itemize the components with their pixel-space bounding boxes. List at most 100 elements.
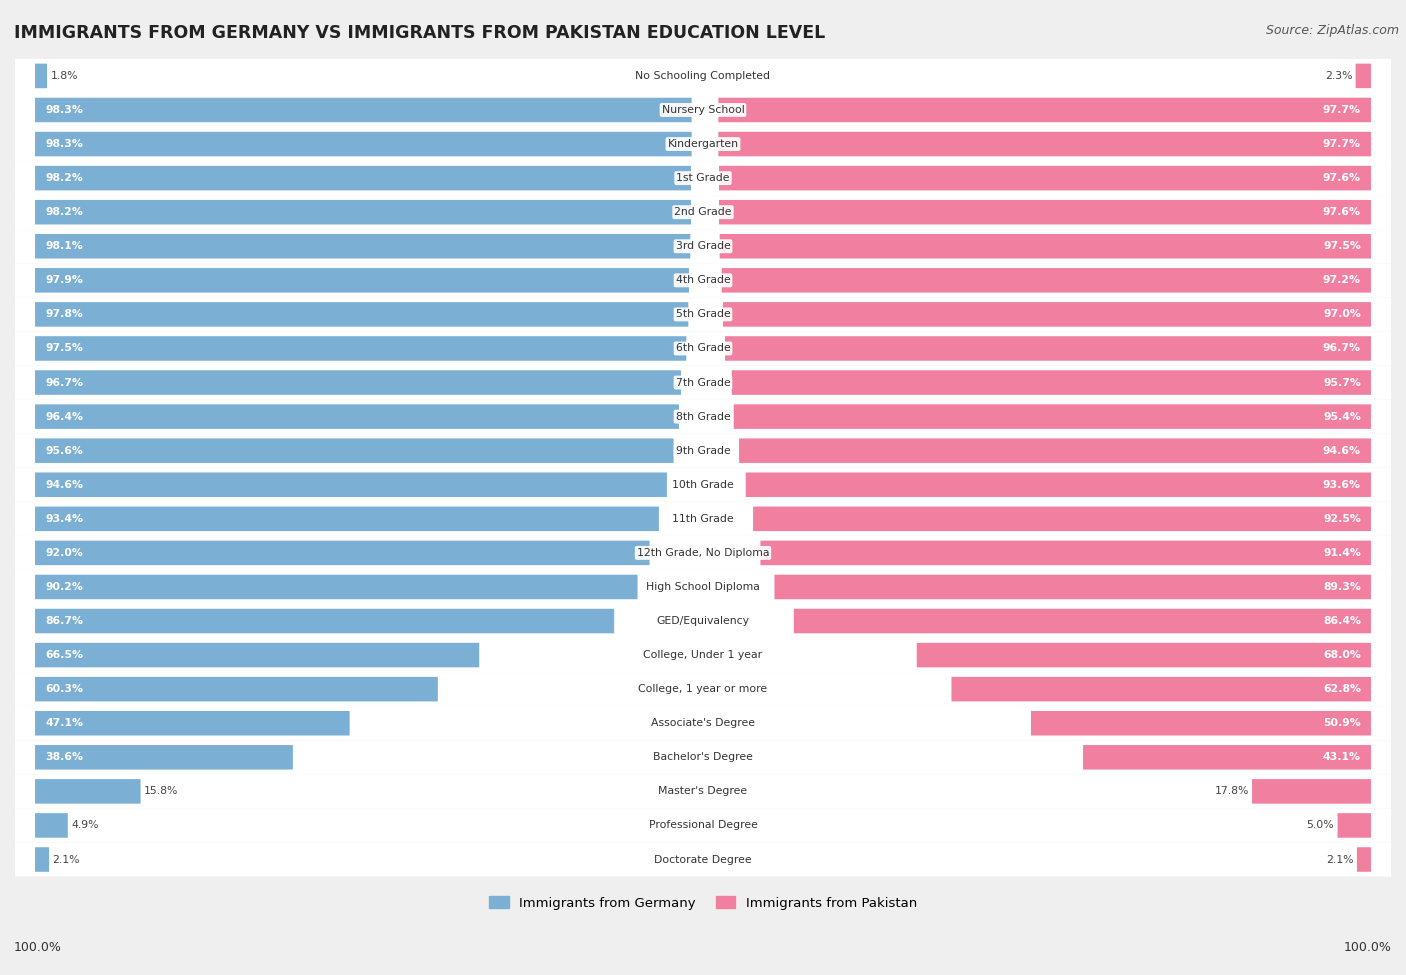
Text: 66.5%: 66.5% (45, 650, 83, 660)
Text: 100.0%: 100.0% (1344, 941, 1392, 954)
Text: 96.7%: 96.7% (45, 377, 83, 387)
FancyBboxPatch shape (15, 195, 1391, 229)
Text: 60.3%: 60.3% (45, 684, 83, 694)
FancyBboxPatch shape (723, 302, 1371, 327)
FancyBboxPatch shape (15, 93, 1391, 127)
Text: 95.4%: 95.4% (1323, 411, 1361, 421)
Text: 97.5%: 97.5% (1323, 241, 1361, 252)
FancyBboxPatch shape (35, 847, 49, 872)
Text: 95.7%: 95.7% (1323, 377, 1361, 387)
FancyBboxPatch shape (15, 638, 1391, 672)
Text: 3rd Grade: 3rd Grade (675, 241, 731, 252)
Text: 97.8%: 97.8% (45, 309, 83, 320)
FancyBboxPatch shape (731, 370, 1371, 395)
Text: 15.8%: 15.8% (143, 787, 179, 797)
FancyBboxPatch shape (718, 98, 1371, 122)
FancyBboxPatch shape (35, 813, 67, 838)
FancyBboxPatch shape (15, 297, 1391, 332)
Text: No Schooling Completed: No Schooling Completed (636, 71, 770, 81)
FancyBboxPatch shape (1083, 745, 1371, 769)
FancyBboxPatch shape (15, 332, 1391, 366)
FancyBboxPatch shape (718, 200, 1371, 224)
FancyBboxPatch shape (761, 540, 1371, 566)
FancyBboxPatch shape (35, 745, 292, 769)
FancyBboxPatch shape (745, 473, 1371, 497)
Text: 98.1%: 98.1% (45, 241, 83, 252)
Text: 68.0%: 68.0% (1323, 650, 1361, 660)
FancyBboxPatch shape (794, 608, 1371, 634)
FancyBboxPatch shape (35, 473, 666, 497)
FancyBboxPatch shape (15, 400, 1391, 434)
FancyBboxPatch shape (775, 574, 1371, 600)
Text: 97.7%: 97.7% (1323, 139, 1361, 149)
Text: 97.2%: 97.2% (1323, 275, 1361, 286)
Text: 98.2%: 98.2% (45, 208, 83, 217)
FancyBboxPatch shape (1031, 711, 1371, 735)
FancyBboxPatch shape (740, 439, 1371, 463)
Text: GED/Equivalency: GED/Equivalency (657, 616, 749, 626)
FancyBboxPatch shape (15, 536, 1391, 570)
Text: 9th Grade: 9th Grade (676, 446, 730, 455)
Text: 12th Grade, No Diploma: 12th Grade, No Diploma (637, 548, 769, 558)
Text: 6th Grade: 6th Grade (676, 343, 730, 354)
Text: 7th Grade: 7th Grade (676, 377, 730, 387)
FancyBboxPatch shape (35, 507, 659, 531)
Text: 17.8%: 17.8% (1215, 787, 1249, 797)
FancyBboxPatch shape (718, 166, 1371, 190)
Text: 1.8%: 1.8% (51, 71, 77, 81)
FancyBboxPatch shape (15, 161, 1391, 195)
FancyBboxPatch shape (35, 370, 681, 395)
Text: 97.5%: 97.5% (45, 343, 83, 354)
Text: 11th Grade: 11th Grade (672, 514, 734, 524)
Text: 89.3%: 89.3% (1323, 582, 1361, 592)
FancyBboxPatch shape (721, 268, 1371, 292)
Text: 47.1%: 47.1% (45, 719, 83, 728)
Text: 5.0%: 5.0% (1306, 820, 1334, 831)
FancyBboxPatch shape (35, 98, 692, 122)
FancyBboxPatch shape (917, 643, 1371, 667)
FancyBboxPatch shape (35, 779, 141, 803)
FancyBboxPatch shape (35, 405, 679, 429)
FancyBboxPatch shape (35, 63, 46, 88)
Text: 98.2%: 98.2% (45, 174, 83, 183)
Text: College, 1 year or more: College, 1 year or more (638, 684, 768, 694)
FancyBboxPatch shape (35, 200, 690, 224)
FancyBboxPatch shape (35, 677, 437, 701)
Text: 97.9%: 97.9% (45, 275, 83, 286)
FancyBboxPatch shape (1357, 847, 1371, 872)
FancyBboxPatch shape (15, 434, 1391, 468)
Text: IMMIGRANTS FROM GERMANY VS IMMIGRANTS FROM PAKISTAN EDUCATION LEVEL: IMMIGRANTS FROM GERMANY VS IMMIGRANTS FR… (14, 24, 825, 42)
FancyBboxPatch shape (15, 808, 1391, 842)
Text: Bachelor's Degree: Bachelor's Degree (652, 753, 754, 762)
Text: 2.1%: 2.1% (1326, 854, 1354, 865)
FancyBboxPatch shape (725, 336, 1371, 361)
Text: 5th Grade: 5th Grade (676, 309, 730, 320)
FancyBboxPatch shape (15, 842, 1391, 877)
Text: 91.4%: 91.4% (1323, 548, 1361, 558)
Text: College, Under 1 year: College, Under 1 year (644, 650, 762, 660)
FancyBboxPatch shape (1355, 63, 1371, 88)
Text: 43.1%: 43.1% (1323, 753, 1361, 762)
Text: 4th Grade: 4th Grade (676, 275, 730, 286)
Text: Kindergarten: Kindergarten (668, 139, 738, 149)
Text: Nursery School: Nursery School (662, 105, 744, 115)
Text: 96.4%: 96.4% (45, 411, 83, 421)
Text: 94.6%: 94.6% (45, 480, 83, 489)
FancyBboxPatch shape (15, 127, 1391, 161)
FancyBboxPatch shape (35, 132, 692, 156)
FancyBboxPatch shape (15, 263, 1391, 297)
FancyBboxPatch shape (754, 507, 1371, 531)
Text: Professional Degree: Professional Degree (648, 820, 758, 831)
Text: Doctorate Degree: Doctorate Degree (654, 854, 752, 865)
FancyBboxPatch shape (15, 570, 1391, 604)
Text: 96.7%: 96.7% (1323, 343, 1361, 354)
Text: 4.9%: 4.9% (72, 820, 98, 831)
Text: High School Diploma: High School Diploma (647, 582, 759, 592)
FancyBboxPatch shape (734, 405, 1371, 429)
FancyBboxPatch shape (35, 643, 479, 667)
Text: 92.0%: 92.0% (45, 548, 83, 558)
FancyBboxPatch shape (718, 132, 1371, 156)
Text: Associate's Degree: Associate's Degree (651, 719, 755, 728)
Text: 2nd Grade: 2nd Grade (675, 208, 731, 217)
Text: 95.6%: 95.6% (45, 446, 83, 455)
